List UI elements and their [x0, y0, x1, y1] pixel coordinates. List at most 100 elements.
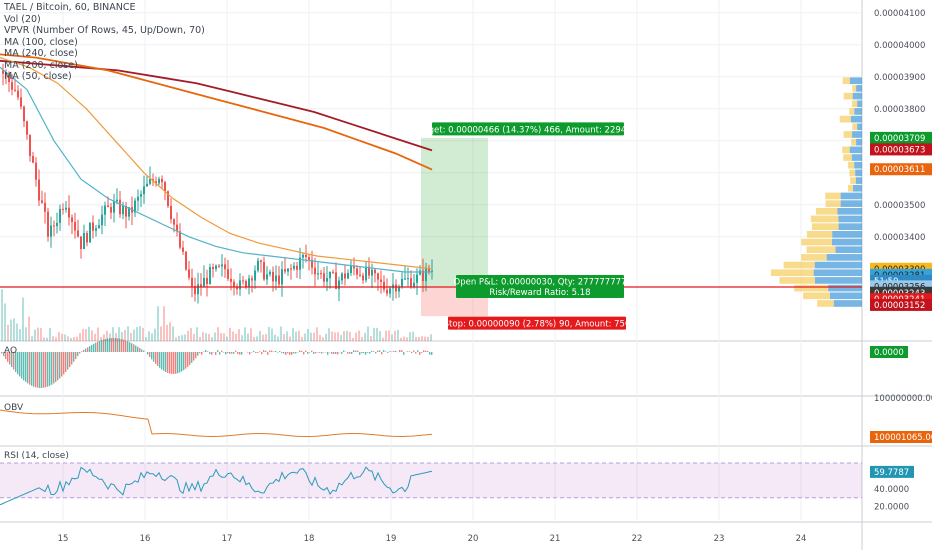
ao-bar — [99, 340, 101, 352]
volume-bar — [394, 330, 396, 341]
volume-bar — [154, 328, 156, 341]
volume-bar — [13, 318, 15, 341]
ao-bar — [45, 352, 47, 388]
candle-body — [161, 178, 163, 183]
ao-bar — [107, 338, 109, 352]
vpvr-bar-down — [843, 154, 852, 161]
ao-bar — [303, 352, 305, 355]
vpvr-bar-up — [814, 277, 862, 284]
volume-bar — [40, 328, 42, 341]
volume-bar — [316, 327, 318, 341]
obv-pane-label[interactable]: OBV — [4, 403, 24, 413]
vpvr-bar-up — [851, 154, 862, 161]
ao-bar — [31, 352, 33, 386]
vpvr-bar-up — [852, 131, 862, 138]
ao-bar — [381, 352, 383, 355]
vpvr-bar-down — [843, 92, 853, 100]
vpvr-bar-up — [852, 92, 862, 100]
candle-body — [26, 121, 28, 135]
ao-bar — [201, 352, 203, 355]
ao-bar — [167, 352, 169, 373]
ao-bar — [83, 349, 85, 352]
legend-ma50[interactable]: MA (50, close) — [4, 71, 72, 82]
legend-ma240[interactable]: MA (240, close) — [4, 48, 78, 59]
candle-body — [338, 280, 340, 289]
volume-bar — [385, 330, 387, 341]
ao-bar — [9, 352, 11, 365]
volume-bar — [151, 333, 153, 341]
ao-bar — [35, 352, 37, 388]
ao-bar — [375, 352, 377, 354]
candle-body — [308, 257, 310, 260]
candle-body — [47, 211, 49, 237]
ma240-line — [0, 59, 433, 152]
volume-bar — [340, 335, 342, 341]
volume-bar — [277, 336, 279, 341]
rsi-badge-bg — [870, 465, 914, 478]
vpvr-bar-down — [825, 200, 841, 207]
ao-bar — [353, 350, 355, 352]
legend-ma100[interactable]: MA (100, close) — [4, 36, 78, 48]
ao-bar — [371, 350, 373, 352]
vpvr-bar-up — [826, 254, 862, 261]
ao-pane-label[interactable]: AO — [4, 346, 18, 356]
ao-bar — [187, 352, 189, 367]
ao-bar — [57, 352, 59, 381]
candle-body — [353, 266, 355, 269]
ao-bar — [265, 350, 267, 352]
volume-bar — [121, 332, 123, 341]
volume-bar — [37, 327, 39, 341]
legend-ma200[interactable]: MA (200, close) — [4, 59, 78, 71]
ma50-line — [0, 66, 432, 273]
ao-bar — [119, 338, 121, 352]
legend-vpvr[interactable]: VPVR (Number Of Rows, 45, Up/Down, 70) — [4, 25, 205, 36]
candle-body — [116, 199, 118, 202]
ao-bar — [53, 352, 55, 384]
volume-bar — [145, 337, 147, 341]
volume-bar — [325, 333, 327, 341]
ao-bar — [181, 352, 183, 372]
candle-body — [347, 272, 349, 279]
ao-bar — [311, 350, 313, 352]
legend-symbol[interactable]: TAEL / Bitcoin, 60, BINANCE — [4, 2, 136, 13]
ao-bar — [427, 350, 429, 352]
candle-body — [101, 214, 103, 226]
vpvr-bar-down — [801, 238, 832, 246]
ao-bar — [287, 352, 289, 354]
ao-bar — [285, 352, 287, 355]
ao-bar — [161, 352, 163, 370]
ao-bar — [49, 352, 51, 386]
ao-bar — [337, 352, 339, 355]
rsi-pane-label[interactable]: RSI (14, close) — [4, 451, 69, 461]
candle-body — [413, 282, 415, 288]
candle-body — [176, 224, 178, 232]
ao-bar — [357, 350, 359, 352]
candle-body — [92, 222, 94, 231]
candle-body — [425, 267, 427, 282]
candle-body — [200, 284, 202, 287]
candle-body — [422, 270, 424, 282]
volume-bar — [73, 336, 75, 341]
ao-bar — [393, 350, 395, 352]
ao-bar — [155, 352, 157, 364]
ao-bar — [413, 350, 415, 352]
candle-body — [263, 262, 265, 280]
ao-bar — [407, 351, 409, 352]
volume-bar — [10, 319, 12, 341]
legend-vol[interactable]: Vol (20) — [4, 13, 41, 25]
volume-bar — [1, 289, 3, 341]
ao-bar — [351, 352, 353, 354]
ao-bar — [313, 352, 315, 354]
vpvr-bar-up — [832, 231, 862, 238]
candle-body — [278, 275, 280, 285]
price-tick-label: 0.00004000 — [874, 41, 925, 51]
volume-bar — [301, 336, 303, 341]
ao-bar — [169, 352, 171, 374]
candle-body — [23, 106, 25, 122]
candle-body — [305, 254, 307, 258]
volume-bar — [256, 336, 258, 341]
vpvr-bar-down — [850, 177, 856, 184]
volume-bar — [361, 336, 363, 341]
ao-bar — [363, 352, 365, 354]
